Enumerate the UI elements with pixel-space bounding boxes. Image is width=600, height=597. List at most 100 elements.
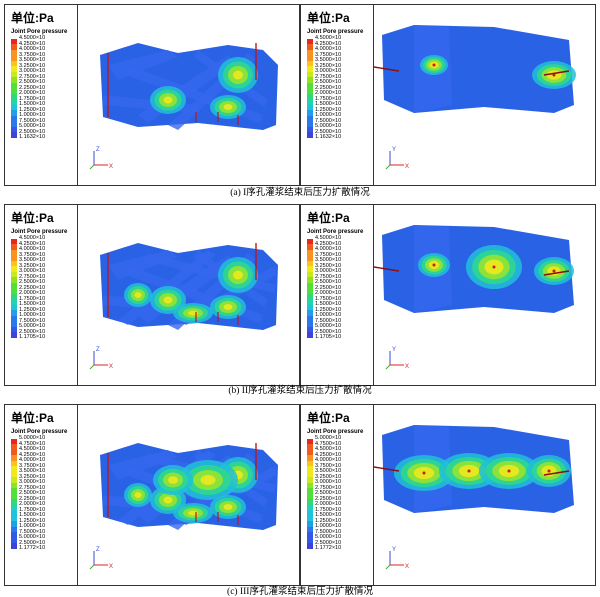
legend-value: 4.0000×10 [19,246,46,252]
legend-value: 1.7500×10 [315,506,342,513]
legend-value: 3.2500×10 [315,473,342,480]
legend-value: 1.7500×10 [315,295,342,302]
legend-swatch [11,104,17,110]
legend-swatch [307,326,313,332]
legend-value: 4.2500×10 [19,40,46,47]
legend-swatch [11,526,17,532]
legend-value: 3.2500×10 [19,262,46,269]
legend-value: 4.7500×10 [19,440,46,447]
legend-swatch [11,482,17,488]
legend-value: 5.0000×10 [315,323,342,329]
vertical-axis-label: Z [96,347,100,353]
legend-value: 5.0000×10 [19,123,46,129]
legend-value: 3.7500×10 [19,51,46,58]
legend-title: Joint Pore pressure [307,29,364,35]
left-view-panel: 单位:Pa Joint Pore pressure 4.5000×10 4.2500×… [4,4,300,186]
legend-swatch [307,266,313,272]
legend-swatch [11,271,17,277]
legend-value: 2.2500×10 [315,284,342,291]
color-legend: Joint Pore pressure 5.0000×10 4.7500×10 4.5… [11,429,67,552]
legend-value: 4.5000×10 [315,446,342,452]
legend-swatch [307,282,313,288]
legend-value: 2.7500×10 [19,484,46,491]
legend-swatch [11,44,17,50]
legend-swatch [11,238,17,244]
legend-swatch [307,321,313,327]
legend-value: 2.0000×10 [19,501,46,507]
legend-swatch [307,488,313,494]
legend-swatch [11,115,17,121]
legend-value: 2.2500×10 [315,84,342,91]
legend-value: 1.1705×10 [19,334,46,340]
legend-value: 1.5000×10 [315,512,342,518]
y-axis-line [385,164,391,170]
legend-swatch [307,93,313,99]
legend-swatch [11,510,17,516]
legend-value: 1.5000×10 [19,301,46,307]
legend-swatch [11,77,17,83]
y-axis-line [89,164,95,170]
legend-value: 1.1772×10 [19,545,46,551]
legend-value: 3.0000×10 [19,268,46,274]
x-axis-label: X [109,364,113,370]
legend-value: 4.0000×10 [19,457,46,463]
legend-value: 1.1772×10 [315,545,342,551]
legend-swatch [11,466,17,472]
legend-swatch [11,326,17,332]
unit-label: 单位:Pa [11,11,54,25]
legend-swatch [11,110,17,116]
legend-swatch [11,504,17,510]
x-axis-label: X [405,164,409,170]
legend-swatch [11,477,17,483]
legend-value: 2.7500×10 [315,484,342,491]
legend-swatch [11,260,17,266]
legend-swatch [11,299,17,305]
left-view-panel: 单位:Pa Joint Pore pressure 5.0000×10 4.7500×… [4,404,300,586]
legend-title: Joint Pore pressure [11,229,68,235]
legend-value: 5.0000×10 [19,435,46,441]
legend-value: 2.5000×10 [315,539,342,546]
legend-swatch [11,460,17,466]
legend-value: 7.5000×10 [315,317,342,324]
legend-value: 5.0000×10 [19,323,46,329]
model-view: ZX [89,43,278,170]
x-axis-label: X [109,564,113,570]
legend-value: 2.5000×10 [315,279,342,285]
legend-value: 2.0000×10 [19,90,46,96]
axis-triad: ZX [89,547,113,570]
legend-value: 2.5000×10 [315,128,342,135]
legend-swatch [11,82,17,88]
model-view: ZX [89,243,278,370]
legend-swatch [307,537,313,543]
legend-swatch [307,310,313,316]
legend-swatch [307,299,313,305]
legend-swatch [11,60,17,66]
legend-swatch [11,521,17,527]
legend-value: 2.7500×10 [315,73,342,80]
color-legend: Joint Pore pressure 4.5000×10 4.2500×10 4.0… [307,29,363,141]
legend-value: 3.2500×10 [315,262,342,269]
legend-value: 2.5000×10 [19,279,46,285]
legend-value: 5.0000×10 [315,435,342,441]
joint-network-plot [100,243,278,330]
row-caption: (a) I序孔灌浆结束后压力扩散情况 [230,188,370,198]
legend-value: 3.0000×10 [19,479,46,485]
legend-value: 2.2500×10 [19,495,46,502]
legend-value: 3.0000×10 [315,68,342,74]
legend-swatch [11,488,17,494]
model-view: YX [374,25,576,170]
panel-divider [373,5,374,185]
legend-value: 2.0000×10 [19,290,46,296]
y-axis-line [89,564,95,570]
vertical-axis-label: Z [96,147,100,153]
row-caption: (b) II序孔灌浆结束后压力扩散情况 [228,386,372,396]
legend-value: 1.5000×10 [315,301,342,307]
legend-swatch [11,255,17,261]
axis-triad: YX [385,347,409,370]
axis-triad: YX [385,147,409,170]
legend-value: 3.7500×10 [19,462,46,469]
legend-swatch [11,49,17,55]
legend-title: Joint Pore pressure [307,429,364,435]
y-axis-line [385,364,391,370]
legend-value: 3.7500×10 [315,462,342,469]
